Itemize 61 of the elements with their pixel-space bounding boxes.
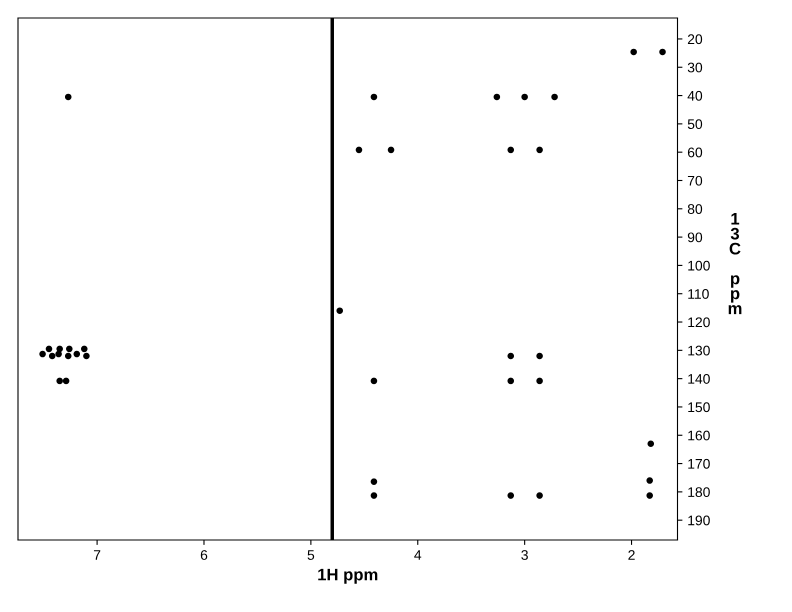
point — [388, 146, 394, 154]
y-tick-label: 50 — [688, 119, 702, 130]
point — [370, 94, 378, 100]
point — [551, 94, 558, 100]
y-tick-label: 110 — [688, 289, 709, 299]
point — [370, 478, 378, 485]
point — [536, 352, 543, 360]
point — [507, 492, 514, 499]
y-tick-label: 20 — [688, 34, 702, 44]
point — [370, 378, 378, 384]
x-tick-label: 5 — [308, 550, 314, 560]
point — [74, 350, 80, 358]
y-tick-label: 190 — [688, 516, 710, 526]
x-axis-title: 1H ppm — [318, 568, 378, 584]
y-tick-label: 70 — [688, 176, 702, 186]
x-tick-label: 4 — [414, 550, 422, 560]
point — [646, 477, 653, 484]
point — [659, 48, 666, 56]
point — [356, 146, 362, 154]
x-tick-label: 6 — [200, 550, 208, 560]
point — [370, 492, 378, 499]
point — [66, 346, 73, 352]
point — [507, 146, 514, 154]
point — [521, 94, 528, 100]
point — [39, 350, 46, 358]
y-tick-label: 60 — [688, 148, 702, 158]
y-tick-label: 140 — [688, 374, 710, 384]
point — [646, 492, 653, 499]
y-tick-label: 90 — [688, 232, 702, 242]
point — [507, 378, 514, 384]
y-tick-label: 170 — [688, 458, 710, 469]
y-tick-label: 150 — [688, 402, 710, 412]
point — [494, 94, 500, 100]
point — [56, 378, 63, 384]
y-tick-label: 100 — [688, 260, 710, 271]
point — [64, 94, 72, 100]
y-tick-label: 180 — [688, 487, 710, 498]
point — [48, 352, 56, 360]
y-tick-label: 40 — [688, 90, 702, 101]
point — [56, 346, 63, 352]
point — [536, 146, 543, 154]
point — [536, 378, 543, 384]
point — [507, 352, 514, 360]
point — [648, 440, 654, 448]
point — [81, 346, 88, 352]
point — [64, 352, 72, 360]
point — [336, 307, 343, 314]
y-tick-label: 130 — [688, 346, 710, 356]
point — [536, 492, 543, 499]
y-tick-label: 120 — [688, 317, 710, 328]
y-tick-label: 80 — [688, 204, 702, 214]
point — [630, 48, 637, 56]
y-tick-label: 30 — [688, 62, 702, 72]
y-tick-label: 160 — [688, 430, 710, 440]
x-tick-label: 2 — [628, 550, 635, 560]
point — [46, 346, 52, 352]
point — [83, 352, 90, 360]
point — [62, 378, 70, 384]
x-tick-label: 3 — [521, 550, 528, 560]
x-tick-label: 7 — [94, 550, 100, 560]
text: 13C ppm — [728, 213, 742, 314]
